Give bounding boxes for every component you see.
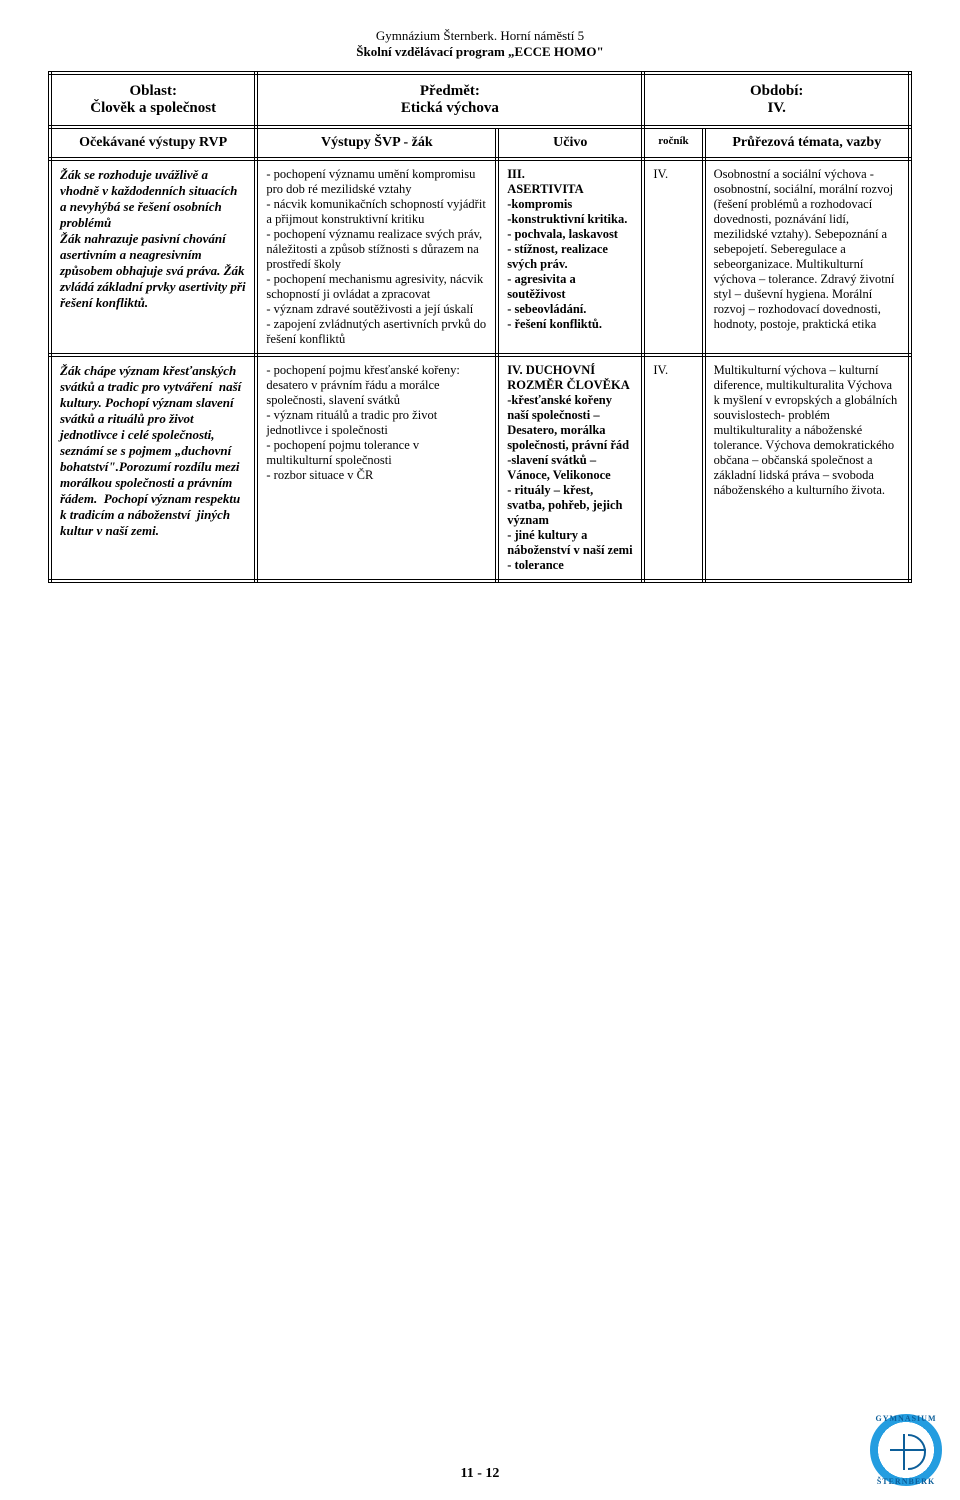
- cell-ucivo-body: -křesťanské kořeny naší společnosti – De…: [507, 393, 633, 573]
- cell-ucivo-head: III. ASERTIVITA: [507, 167, 633, 197]
- cell-rocnik: IV.: [653, 167, 693, 182]
- colhead-svp: Výstupy ŠVP - žák: [256, 127, 497, 159]
- cell-svp: - pochopení pojmu křesťanské kořeny: des…: [266, 363, 487, 483]
- cell-rocnik: IV.: [653, 363, 693, 378]
- colhead-ucivo: Učivo: [497, 127, 643, 159]
- cell-prurezova: Osobnostní a sociální výchova - osobnost…: [714, 167, 900, 332]
- school-logo: GYMNASIUM ŠTERNBERK: [870, 1414, 942, 1486]
- colhead-rvp: Očekávané výstupy RVP: [50, 127, 256, 159]
- section-predmet: Předmět: Etická výchova: [256, 73, 643, 127]
- section-obdobi: Období: IV.: [643, 73, 910, 127]
- header-line1: Gymnázium Šternberk. Horní náměstí 5: [48, 28, 912, 44]
- page-number: 11 - 12: [0, 1466, 960, 1482]
- oblast-label: Oblast:: [129, 83, 177, 99]
- curriculum-table: Oblast: Člověk a společnost Předmět: Eti…: [48, 71, 912, 583]
- section-oblast: Oblast: Člověk a společnost: [50, 73, 256, 127]
- cell-prurezova: Multikulturní výchova – kulturní diferen…: [714, 363, 900, 498]
- cell-svp: - pochopení významu umění kompromisu pro…: [266, 167, 487, 347]
- colhead-rocnik: ročník: [643, 127, 703, 159]
- cell-rvp: Žák chápe význam křesťanských svátků a t…: [60, 363, 246, 539]
- predmet-label: Předmět:: [420, 83, 480, 99]
- obdobi-value: IV.: [767, 100, 786, 116]
- table-row: Žák chápe význam křesťanských svátků a t…: [50, 355, 910, 581]
- table-row: Žák se rozhoduje uvážlivě a vhodně v kaž…: [50, 159, 910, 355]
- cell-ucivo-body: -kompromis -konstruktivní kritika. - poc…: [507, 197, 633, 332]
- oblast-value: Člověk a společnost: [90, 100, 216, 116]
- predmet-value: Etická výchova: [401, 100, 499, 116]
- page-header: Gymnázium Šternberk. Horní náměstí 5 Ško…: [48, 28, 912, 61]
- cell-rvp: Žák se rozhoduje uvážlivě a vhodně v kaž…: [60, 167, 246, 311]
- logo-text-bottom: ŠTERNBERK: [872, 1477, 940, 1486]
- logo-text-top: GYMNASIUM: [872, 1414, 940, 1423]
- colhead-prurezova: Průřezová témata, vazby: [704, 127, 910, 159]
- header-line2: Školní vzdělávací program „ECCE HOMO": [48, 44, 912, 60]
- cell-ucivo-head: IV. DUCHOVNÍ ROZMĚR ČLOVĚKA: [507, 363, 633, 393]
- obdobi-label: Období:: [750, 83, 803, 99]
